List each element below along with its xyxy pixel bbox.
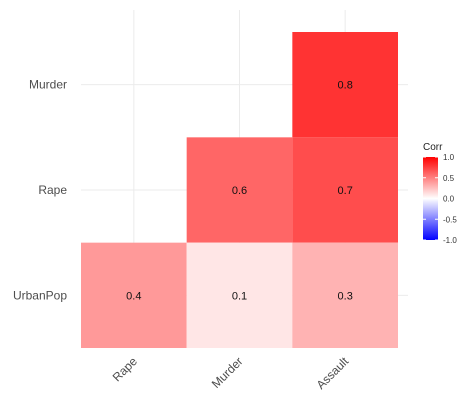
cell-value-label: 0.1 bbox=[232, 290, 247, 302]
cell-value-label: 0.8 bbox=[338, 80, 353, 92]
legend-title: Corr bbox=[423, 142, 443, 153]
cell-value-label: 0.6 bbox=[232, 185, 247, 197]
cell-value-label: 0.4 bbox=[126, 290, 141, 302]
legend-colorbar bbox=[423, 157, 438, 240]
x-tick-label: Assault bbox=[314, 354, 352, 392]
color-legend: Corr 1.0 0.5 0.0 -0.5 -1.0 bbox=[423, 142, 457, 245]
x-tick-label: Murder bbox=[209, 354, 246, 391]
y-tick-label: Murder bbox=[29, 78, 67, 92]
heatmap-cells bbox=[81, 32, 398, 348]
cell-value-label: 0.3 bbox=[338, 290, 353, 302]
legend-tick-label: 1.0 bbox=[443, 153, 455, 162]
y-tick-label: Rape bbox=[38, 183, 67, 197]
heatmap-cell bbox=[292, 137, 398, 243]
legend-tick-label: -0.5 bbox=[443, 215, 457, 224]
heatmap-cell bbox=[186, 242, 293, 348]
y-tick-label: UrbanPop bbox=[13, 288, 67, 302]
y-axis-tick-labels: UrbanPop Rape Murder bbox=[13, 78, 67, 303]
legend-tick-label: -1.0 bbox=[443, 236, 457, 245]
heatmap-cell bbox=[81, 242, 187, 348]
legend-tick-label: 0.0 bbox=[443, 195, 455, 204]
x-axis-tick-labels: Rape Murder Assault bbox=[110, 354, 352, 392]
x-tick-label: Rape bbox=[110, 354, 140, 384]
cell-value-label: 0.7 bbox=[338, 185, 353, 197]
legend-tick-label: 0.5 bbox=[443, 174, 455, 183]
heatmap-cell bbox=[292, 32, 398, 138]
cell-value-labels: 0.8 0.6 0.7 0.4 0.1 0.3 bbox=[126, 80, 353, 303]
heatmap-cell bbox=[186, 137, 293, 243]
heatmap-cell bbox=[292, 242, 398, 348]
